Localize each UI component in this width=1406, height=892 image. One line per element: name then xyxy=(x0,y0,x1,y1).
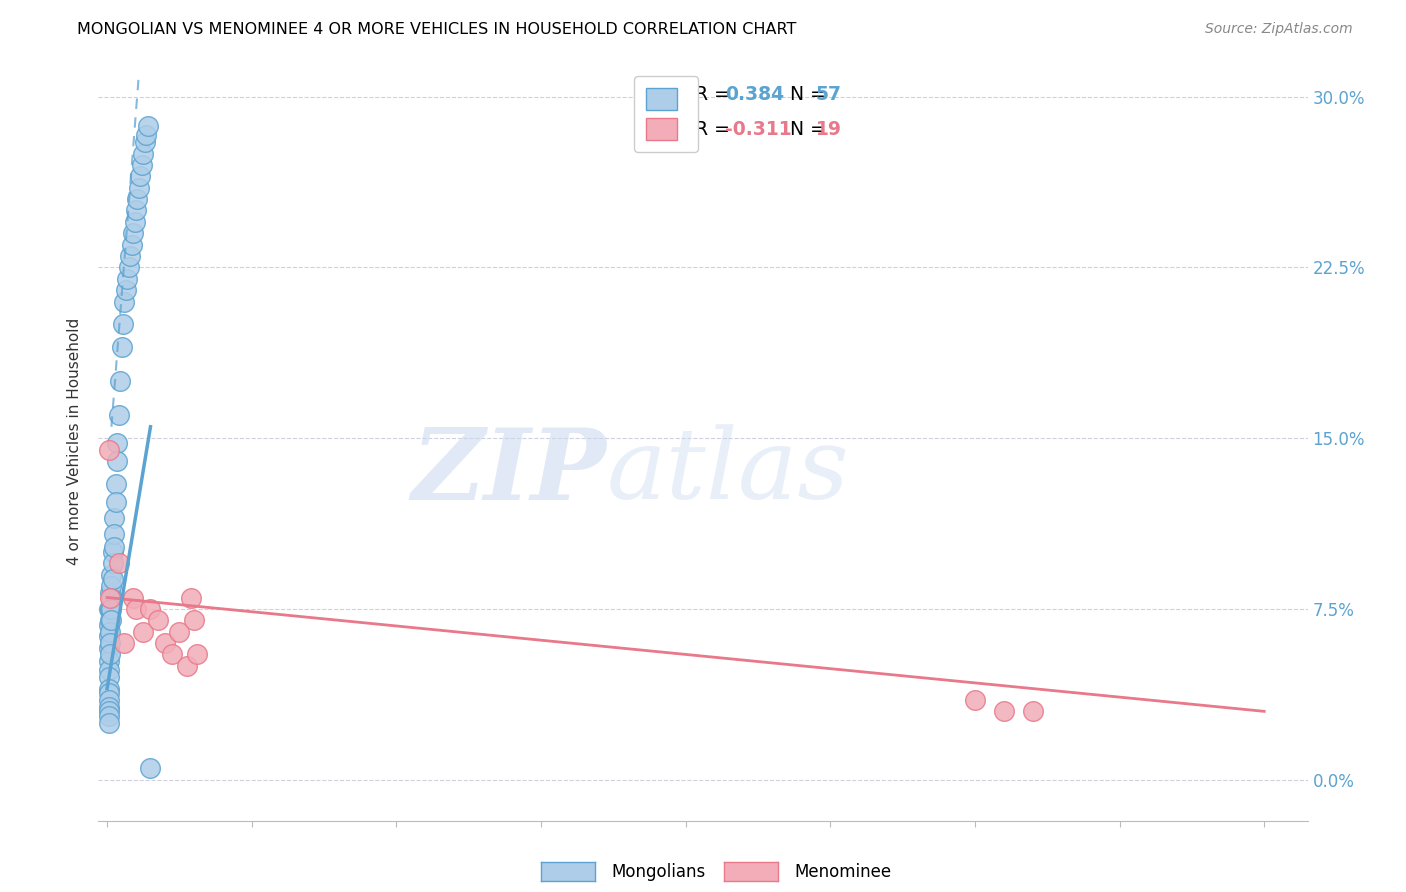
Point xyxy=(132,146,155,161)
Point xyxy=(100,579,122,593)
Point xyxy=(100,591,122,605)
Point xyxy=(105,454,128,468)
Point xyxy=(128,180,150,194)
Point xyxy=(107,409,129,423)
Point xyxy=(97,709,120,723)
Point xyxy=(97,629,120,643)
Point xyxy=(131,158,153,172)
Y-axis label: 4 or more Vehicles in Household: 4 or more Vehicles in Household xyxy=(67,318,83,566)
Point xyxy=(98,602,121,616)
Text: 0.384: 0.384 xyxy=(724,85,785,103)
Point xyxy=(134,135,156,149)
Point xyxy=(98,636,121,650)
Point xyxy=(132,624,155,639)
Point xyxy=(114,294,136,309)
Point xyxy=(97,686,120,700)
Point xyxy=(100,613,122,627)
Text: MONGOLIAN VS MENOMINEE 4 OR MORE VEHICLES IN HOUSEHOLD CORRELATION CHART: MONGOLIAN VS MENOMINEE 4 OR MORE VEHICLE… xyxy=(77,22,797,37)
Point xyxy=(110,340,132,354)
Point xyxy=(101,545,124,559)
Legend: , : , xyxy=(634,76,699,152)
Point xyxy=(97,704,120,718)
Point xyxy=(183,613,205,627)
Point xyxy=(97,654,120,668)
Text: Source: ZipAtlas.com: Source: ZipAtlas.com xyxy=(1205,22,1353,37)
Text: ZIP: ZIP xyxy=(412,424,606,520)
Point xyxy=(97,664,120,678)
Point xyxy=(97,442,120,457)
Text: N =: N = xyxy=(778,85,832,103)
Point xyxy=(125,203,148,218)
Point xyxy=(180,591,202,605)
Point xyxy=(108,374,131,388)
Point xyxy=(169,624,191,639)
Point xyxy=(963,693,986,707)
Point xyxy=(97,699,120,714)
Point xyxy=(97,681,120,696)
Point xyxy=(105,435,128,450)
Point xyxy=(176,658,198,673)
Point xyxy=(127,192,149,206)
Point xyxy=(124,215,146,229)
Text: 19: 19 xyxy=(815,120,841,138)
Point xyxy=(121,237,143,252)
Point xyxy=(97,617,120,632)
Point xyxy=(103,526,125,541)
Text: -0.311: -0.311 xyxy=(724,120,792,138)
Point xyxy=(115,283,138,297)
Point xyxy=(103,511,125,525)
Point xyxy=(1022,704,1045,718)
Point xyxy=(98,648,121,662)
Text: Menominee: Menominee xyxy=(794,863,891,881)
Text: N =: N = xyxy=(778,120,832,138)
Point xyxy=(136,119,159,133)
Point xyxy=(122,591,145,605)
Point xyxy=(125,602,148,616)
Point xyxy=(160,648,183,662)
Point xyxy=(97,602,120,616)
Point xyxy=(104,495,127,509)
Point xyxy=(100,567,122,582)
Text: Mongolians: Mongolians xyxy=(612,863,706,881)
Point xyxy=(107,557,129,571)
Point xyxy=(186,648,208,662)
Point xyxy=(117,271,139,285)
Point xyxy=(98,591,121,605)
Point xyxy=(120,249,142,263)
Text: 57: 57 xyxy=(815,85,841,103)
Point xyxy=(100,602,122,616)
Point xyxy=(97,670,120,684)
Point xyxy=(98,624,121,639)
Point xyxy=(135,128,157,143)
Point xyxy=(993,704,1015,718)
Point xyxy=(98,613,121,627)
Point xyxy=(103,541,125,555)
Point xyxy=(97,715,120,730)
Point xyxy=(153,636,176,650)
Point xyxy=(114,636,136,650)
Point xyxy=(104,476,127,491)
Point xyxy=(129,169,152,184)
Point xyxy=(146,613,169,627)
Point xyxy=(101,557,124,571)
Point xyxy=(111,318,134,332)
Text: R =: R = xyxy=(695,120,735,138)
Point xyxy=(122,226,145,240)
Point xyxy=(97,640,120,655)
Point xyxy=(97,693,120,707)
Text: R =: R = xyxy=(695,85,735,103)
Point xyxy=(98,586,121,600)
Point xyxy=(139,761,162,775)
Point xyxy=(101,572,124,586)
Text: atlas: atlas xyxy=(606,425,849,519)
Point xyxy=(118,260,141,275)
Point xyxy=(139,602,162,616)
